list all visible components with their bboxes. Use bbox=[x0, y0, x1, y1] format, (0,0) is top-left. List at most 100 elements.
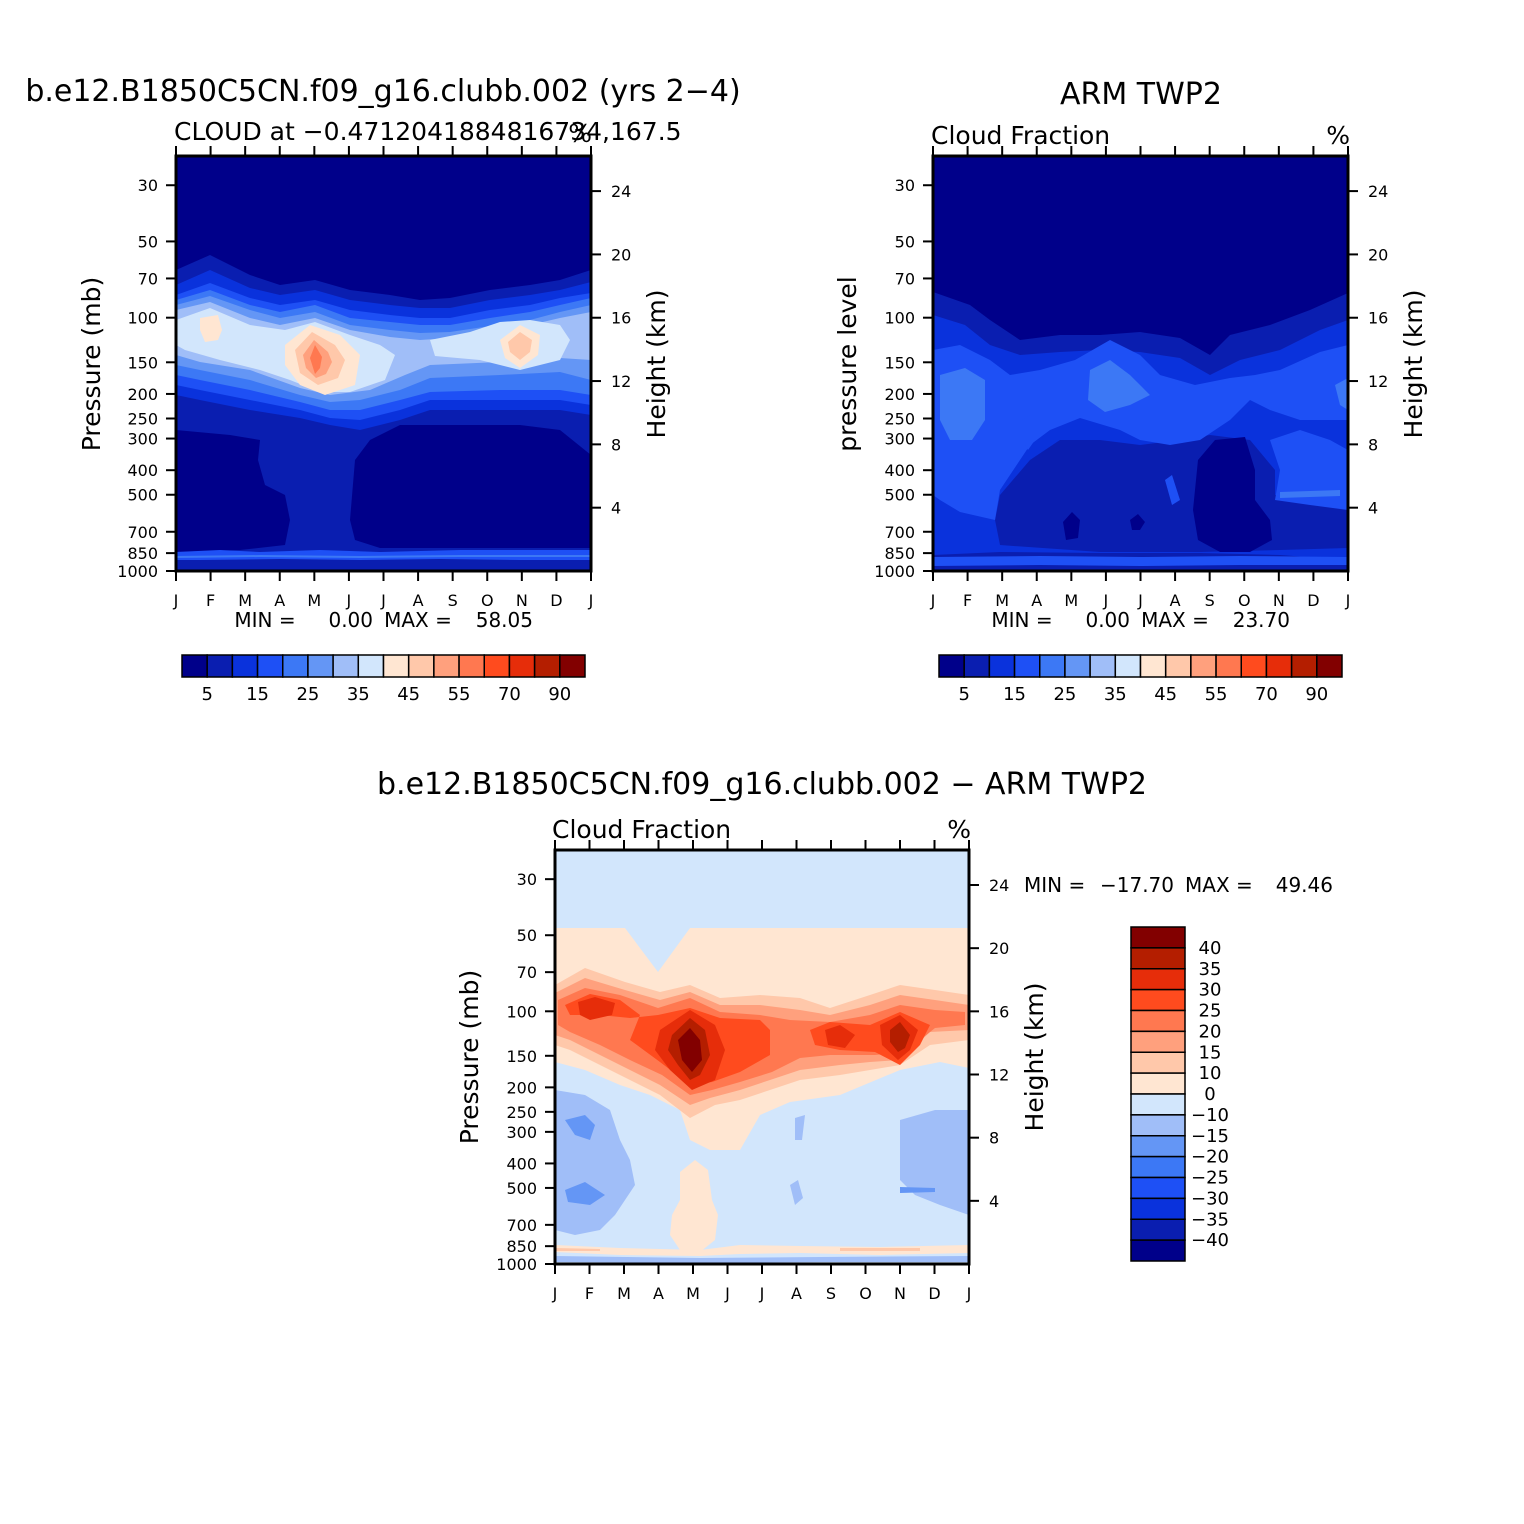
model-ytick-right-label: 16 bbox=[611, 309, 631, 328]
obs-colorbar-box bbox=[938, 654, 965, 678]
obs-ytick-label: 700 bbox=[884, 523, 915, 542]
model-y-ticks-right: 24 20 16 12 8 4 bbox=[591, 182, 631, 518]
obs-colorbar-label: 15 bbox=[1003, 684, 1026, 705]
obs-ytick-label: 850 bbox=[884, 544, 915, 563]
diff-xtick-label: O bbox=[859, 1284, 872, 1303]
diff-colorbar-label: −20 bbox=[1191, 1147, 1229, 1168]
diff-xtick-label: M bbox=[617, 1284, 631, 1303]
obs-colorbar-label: 5 bbox=[958, 684, 969, 705]
model-ytick-label: 500 bbox=[127, 486, 158, 505]
obs-band-15 bbox=[933, 340, 1348, 520]
diff-colorbar-box bbox=[1130, 1155, 1186, 1179]
obs-xtick-label: J bbox=[1103, 591, 1109, 610]
model-ytick-label: 150 bbox=[127, 353, 158, 372]
diff-xtick-label: A bbox=[653, 1284, 664, 1303]
obs-xtick-label: A bbox=[1031, 591, 1042, 610]
diff-y-ticks-right: 24 20 16 12 8 4 bbox=[969, 876, 1009, 1211]
diff-colorbar-box bbox=[1130, 1218, 1186, 1241]
obs-ytick-right-label: 4 bbox=[1368, 499, 1378, 518]
model-ytick-right-label: 4 bbox=[611, 499, 621, 518]
diff-ytick-label: 100 bbox=[506, 1002, 537, 1021]
model-ylabel-right: Height (km) bbox=[642, 290, 671, 439]
obs-colorbar-box bbox=[1240, 654, 1268, 678]
obs-ytick-label: 400 bbox=[884, 461, 915, 480]
diff-colorbar-box bbox=[1130, 1135, 1186, 1158]
obs-xtick-label: A bbox=[1170, 591, 1181, 610]
diff-xtick-label: J bbox=[759, 1284, 765, 1303]
diff-ytick-right-label: 16 bbox=[989, 1002, 1009, 1021]
obs-colorbar-label: 70 bbox=[1255, 684, 1278, 705]
model-ytick-label: 200 bbox=[127, 385, 158, 404]
obs-ytick-right-label: 20 bbox=[1368, 245, 1388, 264]
model-xtick-label: J bbox=[346, 591, 352, 610]
diff-xtick-label: N bbox=[894, 1284, 906, 1303]
obs-band-dark2 bbox=[1063, 512, 1145, 540]
model-xtick-label: N bbox=[516, 591, 528, 610]
diff-colorbar-box bbox=[1130, 968, 1186, 991]
obs-band-dark bbox=[1193, 437, 1272, 552]
diff-colorbar-label: 0 bbox=[1204, 1084, 1215, 1105]
diff-colorbar-label: 25 bbox=[1199, 1001, 1222, 1022]
diff-ytick-label: 300 bbox=[506, 1123, 537, 1142]
model-colorbar-box bbox=[282, 654, 309, 678]
obs-xtick-label: J bbox=[1345, 591, 1351, 610]
obs-colorbar-box bbox=[1013, 654, 1041, 678]
diff-title: b.e12.B1850C5CN.f09_g16.clubb.002 − ARM … bbox=[377, 767, 1147, 802]
diff-xtick-label: J bbox=[724, 1284, 730, 1303]
diff-ytick-label: 70 bbox=[517, 963, 537, 982]
diff-colorbar-box bbox=[1130, 1239, 1186, 1262]
diff-min-value: −17.70 bbox=[1100, 873, 1174, 897]
model-min-label: MIN = bbox=[234, 608, 295, 632]
diff-ytick-right-label: 20 bbox=[989, 939, 1009, 958]
obs-colorbar-box bbox=[1316, 654, 1343, 678]
model-colorbar-label: 90 bbox=[548, 684, 571, 705]
diff-colorbar-label: −25 bbox=[1191, 1168, 1229, 1189]
model-colorbar-box bbox=[382, 654, 410, 678]
diff-ytick-label: 850 bbox=[506, 1237, 537, 1256]
obs-ytick-label: 200 bbox=[884, 385, 915, 404]
obs-ytick-label: 250 bbox=[884, 409, 915, 428]
obs-title: ARM TWP2 bbox=[1060, 77, 1222, 112]
obs-ylabel-right: Height (km) bbox=[1399, 290, 1428, 439]
model-xtick-label: D bbox=[550, 591, 562, 610]
diff-band-neg10 bbox=[555, 1090, 969, 1235]
obs-ytick-right-label: 12 bbox=[1368, 372, 1388, 391]
obs-units: % bbox=[1326, 121, 1350, 150]
obs-ytick-label: 1000 bbox=[874, 562, 915, 581]
model-colorbar-box bbox=[307, 654, 334, 678]
model-colorbar-box bbox=[508, 654, 536, 678]
model-colorbar-label: 35 bbox=[347, 684, 370, 705]
obs-ytick-label: 70 bbox=[895, 269, 915, 288]
obs-colorbar-box bbox=[1114, 654, 1142, 678]
diff-max-label: MAX = bbox=[1185, 873, 1253, 897]
diff-subtitle: Cloud Fraction bbox=[552, 815, 731, 844]
obs-xtick-label: D bbox=[1307, 591, 1319, 610]
obs-xtick-label: J bbox=[1137, 591, 1143, 610]
diff-xtick-label: J bbox=[552, 1284, 558, 1303]
obs-ylabel: pressure level bbox=[833, 276, 862, 451]
obs-ytick-label: 50 bbox=[895, 232, 915, 251]
model-ytick-label: 700 bbox=[127, 523, 158, 542]
diff-xtick-label: A bbox=[791, 1284, 802, 1303]
obs-ytick-label: 30 bbox=[895, 176, 915, 195]
obs-ytick-label: 300 bbox=[884, 430, 915, 449]
diff-colorbar-label: −10 bbox=[1191, 1105, 1229, 1126]
model-colorbar-box bbox=[458, 654, 485, 678]
diff-colorbar-label: 30 bbox=[1199, 980, 1222, 1001]
diff-ylabel: Pressure (mb) bbox=[455, 970, 484, 1144]
obs-band-thin bbox=[1280, 490, 1340, 498]
diff-max-value: 49.46 bbox=[1276, 873, 1333, 897]
diff-ytick-label: 1000 bbox=[496, 1255, 537, 1274]
diff-ylabel-right: Height (km) bbox=[1020, 983, 1049, 1132]
obs-min-value: 0.00 bbox=[1085, 608, 1130, 632]
obs-y-ticks-right: 24 20 16 12 8 4 bbox=[1348, 182, 1388, 518]
diff-colorbar-box bbox=[1130, 1051, 1186, 1074]
diff-band-surface bbox=[555, 1245, 969, 1256]
diff-colorbar-box bbox=[1130, 1114, 1186, 1137]
model-xtick-label: M bbox=[238, 591, 252, 610]
diff-ytick-label: 200 bbox=[506, 1078, 537, 1097]
diff-colorbar-box bbox=[1130, 1176, 1186, 1200]
